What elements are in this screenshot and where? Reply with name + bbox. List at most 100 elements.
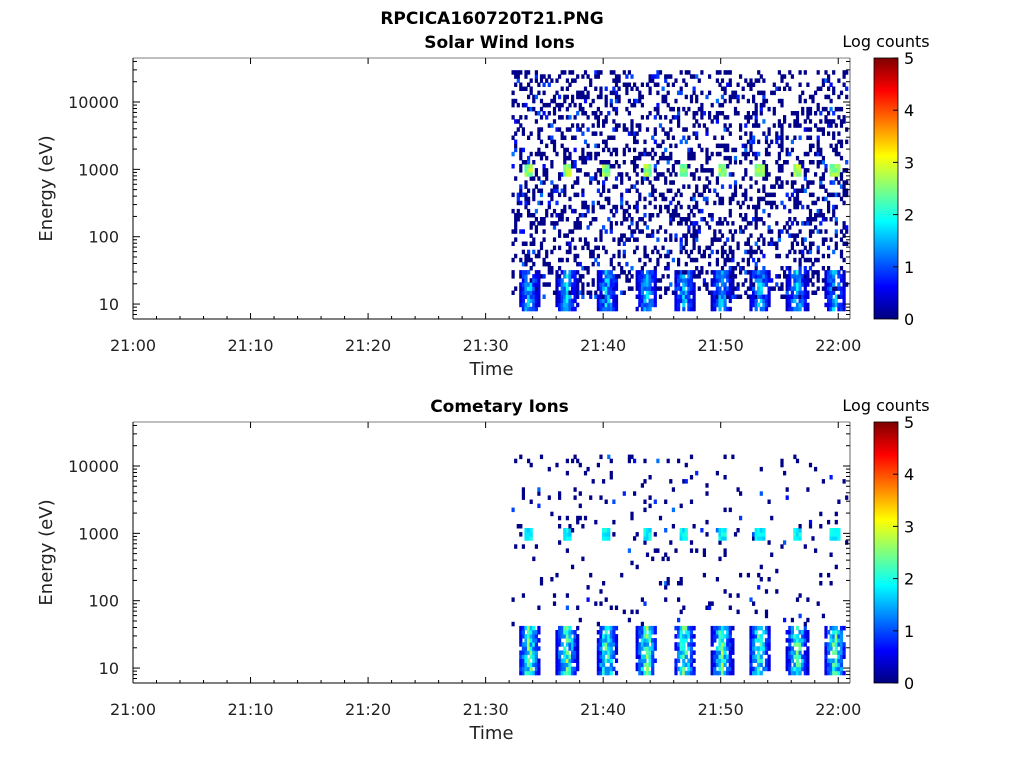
heatmap-cell — [780, 462, 784, 468]
heatmap-cell — [824, 670, 828, 676]
heatmap-cell — [519, 286, 523, 291]
heatmap-cell — [803, 290, 807, 295]
heatmap-cell — [537, 221, 541, 226]
heatmap-cell — [607, 536, 611, 541]
heatmap-cell — [542, 82, 546, 87]
heatmap-cell — [788, 658, 792, 663]
heatmap-cell — [839, 638, 844, 643]
heatmap-cell — [563, 147, 567, 153]
heatmap-cell — [718, 82, 722, 87]
heatmap-cell — [682, 233, 686, 238]
heatmap-cell — [658, 123, 663, 128]
heatmap-cell — [568, 532, 572, 537]
heatmap-cell — [795, 115, 800, 120]
heatmap-cell — [837, 168, 841, 173]
heatmap-cell — [806, 597, 810, 602]
heatmap-cell — [824, 294, 828, 299]
heatmap-cell — [627, 270, 631, 275]
heatmap-cell — [640, 483, 644, 488]
heatmap-cell — [547, 204, 551, 210]
heatmap-cell — [746, 257, 750, 263]
heatmap-cell — [677, 306, 681, 312]
heatmap-cell — [514, 147, 518, 153]
heatmap-cell — [752, 642, 756, 647]
heatmap-cell — [728, 638, 732, 643]
heatmap-cell — [746, 261, 750, 267]
heatmap-cell — [519, 302, 523, 308]
heatmap-cell — [726, 270, 730, 275]
heatmap-cell — [552, 237, 557, 242]
heatmap-cell — [635, 221, 639, 226]
heatmap-cell — [720, 249, 725, 255]
heatmap-cell — [563, 630, 567, 635]
heatmap-cell — [759, 290, 763, 295]
heatmap-cell — [819, 572, 823, 578]
heatmap-cell — [798, 642, 802, 647]
heatmap-cell — [547, 261, 551, 267]
x-tick-label: 21:40 — [580, 336, 626, 355]
heatmap-cell — [545, 213, 549, 218]
heatmap-cell — [635, 625, 639, 631]
heatmap-cell — [806, 151, 810, 157]
heatmap-cell — [552, 208, 557, 214]
heatmap-cell — [558, 515, 562, 521]
heatmap-cell — [684, 127, 688, 132]
heatmap-cell — [612, 650, 616, 655]
heatmap-cell — [767, 577, 771, 582]
heatmap-cell — [710, 168, 714, 173]
heatmap-cell — [519, 666, 523, 672]
heatmap-cell — [772, 184, 776, 189]
heatmap-cell — [614, 98, 619, 104]
heatmap-cell — [602, 168, 606, 173]
heatmap-cell — [635, 139, 639, 145]
heatmap-cell — [767, 662, 771, 668]
heatmap-cell — [759, 74, 763, 79]
heatmap-cell — [645, 274, 650, 279]
heatmap-cell — [596, 70, 600, 75]
heatmap-cell — [798, 249, 802, 255]
heatmap-cell — [720, 196, 725, 202]
heatmap-cell — [524, 286, 528, 291]
heatmap-cell — [583, 470, 588, 476]
heatmap-cell — [682, 172, 686, 177]
heatmap-cell — [775, 135, 779, 140]
heatmap-cell — [519, 282, 523, 287]
heatmap-cell — [842, 654, 846, 659]
heatmap-cell — [793, 172, 797, 177]
heatmap-cell — [514, 74, 518, 79]
heatmap-cell — [514, 139, 518, 145]
heatmap-cell — [545, 143, 549, 149]
heatmap-cell — [519, 290, 523, 295]
heatmap-cell — [552, 225, 557, 230]
heatmap-cell — [529, 221, 533, 226]
heatmap-cell — [829, 581, 833, 586]
heatmap-cell — [534, 78, 538, 83]
heatmap-cell — [682, 282, 686, 287]
heatmap-cell — [726, 290, 730, 295]
heatmap-cell — [837, 532, 841, 537]
heatmap-cell — [780, 74, 784, 79]
heatmap-cell — [790, 625, 794, 631]
heatmap-cell — [827, 123, 831, 128]
heatmap-cell — [620, 233, 624, 238]
heatmap-cell — [788, 151, 792, 157]
heatmap-cell — [537, 662, 541, 668]
heatmap-cell — [759, 278, 763, 283]
heatmap-cell — [609, 654, 613, 659]
heatmap-cell — [720, 78, 725, 83]
heatmap-cell — [651, 662, 655, 668]
heatmap-cell — [692, 306, 696, 312]
heatmap-cell — [671, 196, 675, 202]
heatmap-cell — [633, 160, 637, 165]
heatmap-cell — [837, 282, 841, 287]
heatmap-cell — [695, 98, 699, 104]
heatmap-cell — [653, 139, 657, 145]
heatmap-cell — [819, 180, 823, 185]
heatmap-cell — [568, 151, 572, 157]
heatmap-cell — [640, 278, 644, 283]
heatmap-cell — [669, 119, 673, 124]
heatmap-cell — [617, 164, 621, 169]
heatmap-cell — [759, 286, 763, 291]
heatmap-cell — [775, 176, 779, 181]
heatmap-cell — [560, 670, 564, 676]
